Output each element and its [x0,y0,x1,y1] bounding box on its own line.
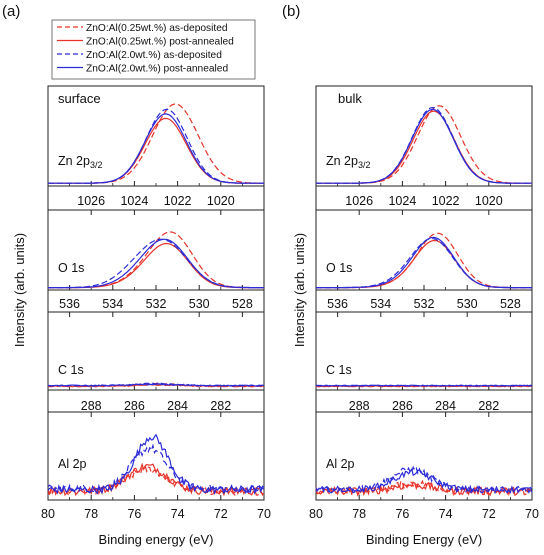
x-tick-label: 534 [370,297,391,311]
x-tick-label: 536 [59,297,80,311]
series-line-3 [315,468,533,494]
panel-b-label: (b) [282,3,300,20]
subplot-label: C 1s [58,363,84,377]
legend: ZnO:Al(0.25wt.%) as-deposited ZnO:Al(0.25… [51,19,256,80]
series-line-0 [316,105,532,184]
subplot-c-1s: 288 286 284 282 C 1s [315,363,533,417]
subplot-o-1s: 536 534 532 530 528 O 1s [47,231,265,317]
subplot-al-2p: 80 78 76 74 72 70 Al 2p [41,433,271,521]
legend-label-0: ZnO:Al(0.25wt.%) as-deposited [86,23,228,34]
panel-a-title: surface [58,91,101,106]
series-line-0 [48,103,265,184]
x-tick-label: 286 [392,399,413,413]
subplot-label: O 1s [326,261,352,275]
legend-label-3: ZnO:Al(2.0wt.%) post-annealed [86,64,228,75]
x-tick-label: 1020 [207,194,235,208]
panel-a-ylabel: Intensity (arb. units) [12,233,27,347]
legend-items: ZnO:Al(0.25wt.%) as-deposited ZnO:Al(0.25… [57,23,234,75]
x-tick-label: 80 [309,507,323,521]
x-tick-label: 528 [500,297,521,311]
legend-label-2: ZnO:Al(2.0wt.%) as-deposited [86,50,222,61]
panel-b-xlabel: Binding Energy (eV) [366,532,482,547]
panel-b-title: bulk [338,91,362,106]
series-line-3 [47,433,265,496]
subplot-c-1s: 288 286 284 282 C 1s [47,363,265,417]
series-line-0 [48,231,264,289]
x-tick-label: 288 [349,399,370,413]
x-tick-label: 528 [232,297,253,311]
subplot-label: Al 2p [326,457,355,471]
series-line-3 [316,236,532,289]
panel-a-xlabel: Binding energy (eV) [99,532,214,547]
x-tick-label: 74 [439,507,453,521]
x-tick-label: 534 [102,297,123,311]
x-tick-label: 1020 [475,194,503,208]
x-tick-label: 532 [414,297,435,311]
x-tick-label: 532 [146,297,167,311]
subplot-zn-2p: 1026 1024 1022 1020 Zn 2p3/2 [47,103,265,215]
x-tick-label: 70 [525,507,539,521]
subplot-zn-2p: 1026 1024 1022 1020 Zn 2p3/2 [315,105,533,215]
x-tick-label: 1022 [164,194,192,208]
subplot-label: C 1s [326,363,352,377]
panels: 1026 1024 1022 1020 Zn 2p3/2 536 534 532 530 528 O… [41,85,539,521]
panel-frame [47,85,265,501]
x-tick-label: 536 [327,297,348,311]
x-tick-label: 74 [171,507,185,521]
series-line-3 [316,108,532,184]
legend-label-1: ZnO:Al(0.25wt.%) post-annealed [86,37,234,48]
x-tick-label: 1026 [345,194,373,208]
panel-a: 1026 1024 1022 1020 Zn 2p3/2 536 534 532 530 528 O… [41,85,271,521]
x-tick-label: 76 [127,507,141,521]
x-tick-label: 78 [84,507,98,521]
x-tick-label: 530 [189,297,210,311]
x-tick-label: 284 [167,399,188,413]
legend-frame [51,19,256,80]
x-tick-label: 72 [214,507,228,521]
subplot-label: Zn 2p3/2 [58,154,102,170]
series-line-3 [48,238,264,289]
x-tick-label: 70 [257,507,271,521]
subplot-label: O 1s [58,261,84,275]
x-tick-label: 1024 [120,194,148,208]
series-line-3 [315,384,533,387]
x-tick-label: 288 [81,399,102,413]
x-tick-label: 284 [435,399,456,413]
series-line-3 [48,113,264,184]
subplot-al-2p: 80 78 76 74 72 70 Al 2p [309,457,539,521]
panel-a-label: (a) [2,3,20,20]
panel-b: 1026 1024 1022 1020 Zn 2p3/2 536 534 532 530 528 O… [309,85,539,521]
series-line-2 [47,443,265,495]
x-tick-label: 282 [210,399,231,413]
x-tick-label: 530 [457,297,478,311]
panel-frame [315,85,533,501]
x-tick-label: 1026 [77,194,105,208]
series-line-3 [47,383,265,387]
panel-b-ylabel: Intensity (arb. units) [292,233,307,347]
x-tick-label: 1022 [432,194,460,208]
x-tick-label: 286 [124,399,145,413]
x-tick-label: 78 [352,507,366,521]
x-tick-label: 76 [395,507,409,521]
subplot-o-1s: 536 534 532 530 528 O 1s [315,232,533,317]
subplot-label: Zn 2p3/2 [326,154,370,170]
x-tick-label: 72 [482,507,496,521]
subplot-label: Al 2p [58,457,87,471]
x-tick-label: 1024 [388,194,416,208]
x-tick-label: 80 [41,507,55,521]
x-tick-label: 282 [478,399,499,413]
